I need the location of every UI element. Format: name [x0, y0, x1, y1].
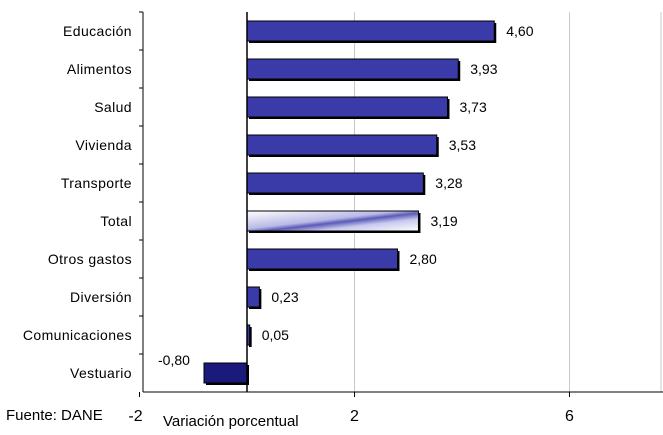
- bar-vestuario: [203, 362, 248, 384]
- data-label: 3,93: [470, 61, 497, 77]
- category-label: Transporte: [61, 175, 132, 191]
- bar-alimentos: [246, 58, 459, 80]
- bar-diversi-n: [246, 286, 260, 308]
- data-label: 0,05: [262, 327, 289, 343]
- data-label: -0,80: [158, 352, 190, 368]
- data-label: 2,80: [410, 251, 437, 267]
- category-label: Total: [100, 213, 132, 229]
- bar-shadow: [249, 327, 252, 347]
- category-label: Educación: [63, 23, 132, 39]
- bars: [203, 20, 497, 385]
- axes: [139, 11, 663, 397]
- labels: Educación 4,60 Alimentos 3,93 Salud 3,73 Vivie…: [23, 23, 574, 425]
- bar-salud: [246, 96, 448, 118]
- category-label: Diversión: [70, 289, 132, 305]
- data-label: 3,53: [449, 137, 476, 153]
- bar-transporte: [246, 172, 424, 194]
- bar-educaci-n: [246, 20, 495, 42]
- category-label: Salud: [94, 99, 132, 115]
- category-label: Vivienda: [75, 137, 132, 153]
- category-label: Alimentos: [67, 61, 132, 77]
- x-tick-label: 6: [565, 408, 574, 425]
- category-label: Otros gastos: [48, 251, 132, 267]
- category-label: Comunicaciones: [23, 327, 132, 343]
- category-label: Vestuario: [70, 365, 132, 381]
- x-tick-label: 2: [350, 408, 359, 425]
- x-axis-title: Variación porcentual: [163, 413, 299, 430]
- bar-vivienda: [246, 134, 438, 156]
- source-note: Fuente: DANE: [6, 407, 103, 424]
- data-label: 3,28: [435, 175, 462, 191]
- x-tick-label: -2: [128, 408, 142, 425]
- data-label: 4,60: [506, 23, 533, 39]
- data-label: 3,73: [459, 99, 486, 115]
- data-label: 3,19: [430, 213, 457, 229]
- bar-total: [246, 210, 419, 232]
- data-label: 0,23: [271, 289, 298, 305]
- bar-otros-gastos: [246, 248, 398, 270]
